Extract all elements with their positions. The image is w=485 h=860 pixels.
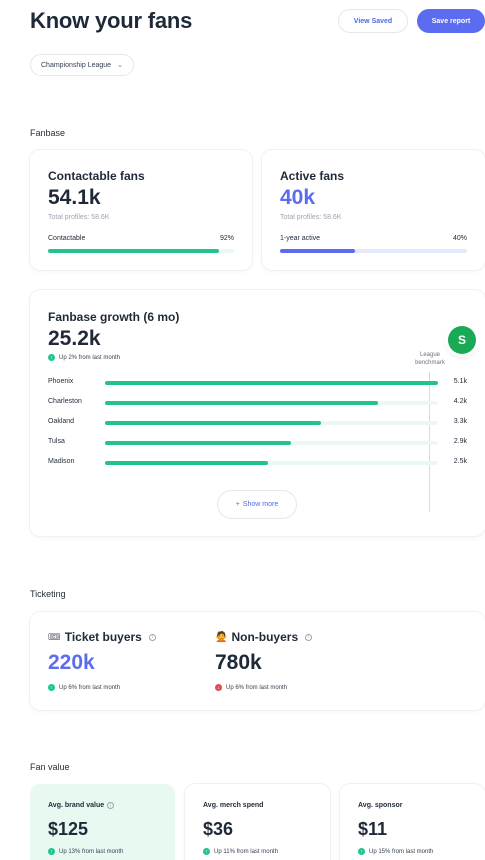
save-report-button[interactable]: Save report [417, 9, 485, 33]
city-value: 5.1k [453, 378, 467, 385]
city-bar-track [105, 421, 438, 425]
trend-up-icon: ↑ [48, 848, 55, 855]
sponsor-trend: ↑ Up 15% from last month [358, 848, 433, 855]
city-label: Tulsa [48, 438, 65, 445]
contactable-total: Total profiles: 58.6K [48, 214, 110, 221]
city-value: 4.2k [453, 398, 467, 405]
trend-up-icon: ↑ [48, 354, 55, 361]
section-label-ticketing: Ticketing [30, 589, 66, 599]
floating-s-button[interactable]: S [448, 326, 476, 354]
city-value: 2.9k [453, 438, 467, 445]
info-icon[interactable]: i [305, 633, 313, 641]
city-bar-fill [105, 461, 269, 465]
league-select-label: Championship League [41, 61, 112, 69]
league-benchmark-label: League benchmark [415, 352, 445, 366]
section-label-fanbase: Fanbase [30, 128, 66, 138]
active-fans-card: Active fans 40k Total profiles: 58.6K 1-… [262, 150, 485, 270]
contactable-progress-fill [48, 249, 220, 253]
city-bar-fill [105, 421, 322, 425]
brand-value-card: Avg. brand value i $125 ↑ Up 13% from la… [30, 784, 175, 860]
merch-spend-amount: $36 [203, 819, 234, 839]
ticket-icon: 🎟 [48, 631, 61, 643]
trend-down-icon: ↓ [215, 684, 222, 691]
non-buyers-title: Non-buyers [231, 630, 299, 644]
ticket-buyers-trend: ↑ Up 6% from last month [48, 684, 120, 691]
active-title: Active fans [280, 169, 345, 183]
active-value: 40k [280, 186, 316, 209]
ticket-buyers-trend-text: Up 6% from last month [59, 684, 121, 691]
brand-value-amount: $125 [48, 819, 89, 839]
trend-up-icon: ↑ [358, 848, 365, 855]
sponsor-title: Avg. sponsor [358, 802, 403, 809]
non-buyers-header: 🙅 Non-buyers i [215, 630, 313, 644]
contactable-bar-pct: 92% [219, 235, 234, 242]
merch-spend-trend: ↑ Up 11% from last month [203, 848, 278, 855]
active-bar-pct: 40% [452, 235, 467, 242]
brand-value-trend-text: Up 13% from last month [59, 848, 124, 855]
person-gesture-icon: 🙅 [215, 631, 228, 643]
merch-spend-card: Avg. merch spend $36 ↑ Up 11% from last … [185, 784, 330, 860]
city-value: 2.5k [453, 458, 467, 465]
non-buyers-trend-text: Up 6% from last month [226, 684, 288, 691]
city-bar-track [105, 401, 438, 405]
section-label-fan-value: Fan value [30, 762, 70, 772]
info-icon[interactable]: i [148, 633, 156, 641]
info-icon[interactable]: i [107, 802, 115, 809]
ticket-buyers-value: 220k [48, 651, 95, 674]
trend-up-icon: ↑ [203, 848, 210, 855]
contactable-bar-label: Contactable [48, 235, 86, 242]
sponsor-trend-text: Up 15% from last month [369, 848, 434, 855]
active-progress-track [280, 249, 467, 253]
growth-value: 25.2k [48, 327, 101, 350]
non-buyers-trend: ↓ Up 6% from last month [215, 684, 287, 691]
sponsor-amount: $11 [358, 819, 388, 839]
chevron-down-icon: ⌄ [117, 62, 123, 69]
active-progress-fill [280, 249, 355, 253]
city-bar-fill [105, 381, 438, 385]
merch-spend-trend-text: Up 11% from last month [214, 848, 278, 855]
plus-icon: + [235, 501, 240, 508]
ticket-buyers-title: Ticket buyers [64, 630, 142, 644]
merch-spend-title: Avg. merch spend [203, 802, 264, 809]
contactable-title: Contactable fans [48, 169, 145, 183]
contactable-value: 54.1k [48, 186, 101, 209]
city-label: Charleston [48, 398, 82, 405]
growth-trend-text: Up 2% from last month [59, 354, 121, 361]
city-bar-fill [105, 401, 379, 405]
page-title: Know your fans [30, 8, 193, 33]
ticket-buyers-header: 🎟 Ticket buyers i [48, 630, 156, 644]
brand-value-header: Avg. brand value i [48, 802, 115, 809]
city-label: Phoenix [48, 378, 74, 385]
contactable-fans-card: Contactable fans 54.1k Total profiles: 5… [30, 150, 252, 270]
show-more-label: Show more [242, 501, 279, 508]
growth-trend: ↑ Up 2% from last month [48, 354, 120, 361]
brand-value-title: Avg. brand value [48, 802, 105, 809]
non-buyers-value: 780k [215, 651, 262, 674]
trend-up-icon: ↑ [48, 684, 55, 691]
active-bar-label: 1-year active [280, 235, 321, 242]
city-bar-track [105, 381, 438, 385]
city-bar-fill [105, 441, 292, 445]
city-label: Madison [48, 458, 75, 465]
ticketing-card: 🎟 Ticket buyers i 220k ↑ Up 6% from last… [30, 612, 485, 710]
sponsor-card: Avg. sponsor $11 ↑ Up 15% from last mont… [340, 784, 485, 860]
active-total: Total profiles: 58.6K [280, 214, 342, 221]
growth-title: Fanbase growth (6 mo) [48, 310, 180, 324]
city-label: Oakland [48, 418, 75, 425]
view-saved-button[interactable]: View Saved [338, 9, 408, 33]
city-value: 3.3k [453, 418, 467, 425]
contactable-progress-track [48, 249, 234, 253]
brand-value-trend: ↑ Up 13% from last month [48, 848, 123, 855]
city-bar-track [105, 441, 438, 445]
show-more-button[interactable]: + Show more [217, 490, 297, 519]
league-select[interactable]: Championship League ⌄ [30, 54, 134, 76]
city-bar-track [105, 461, 438, 465]
